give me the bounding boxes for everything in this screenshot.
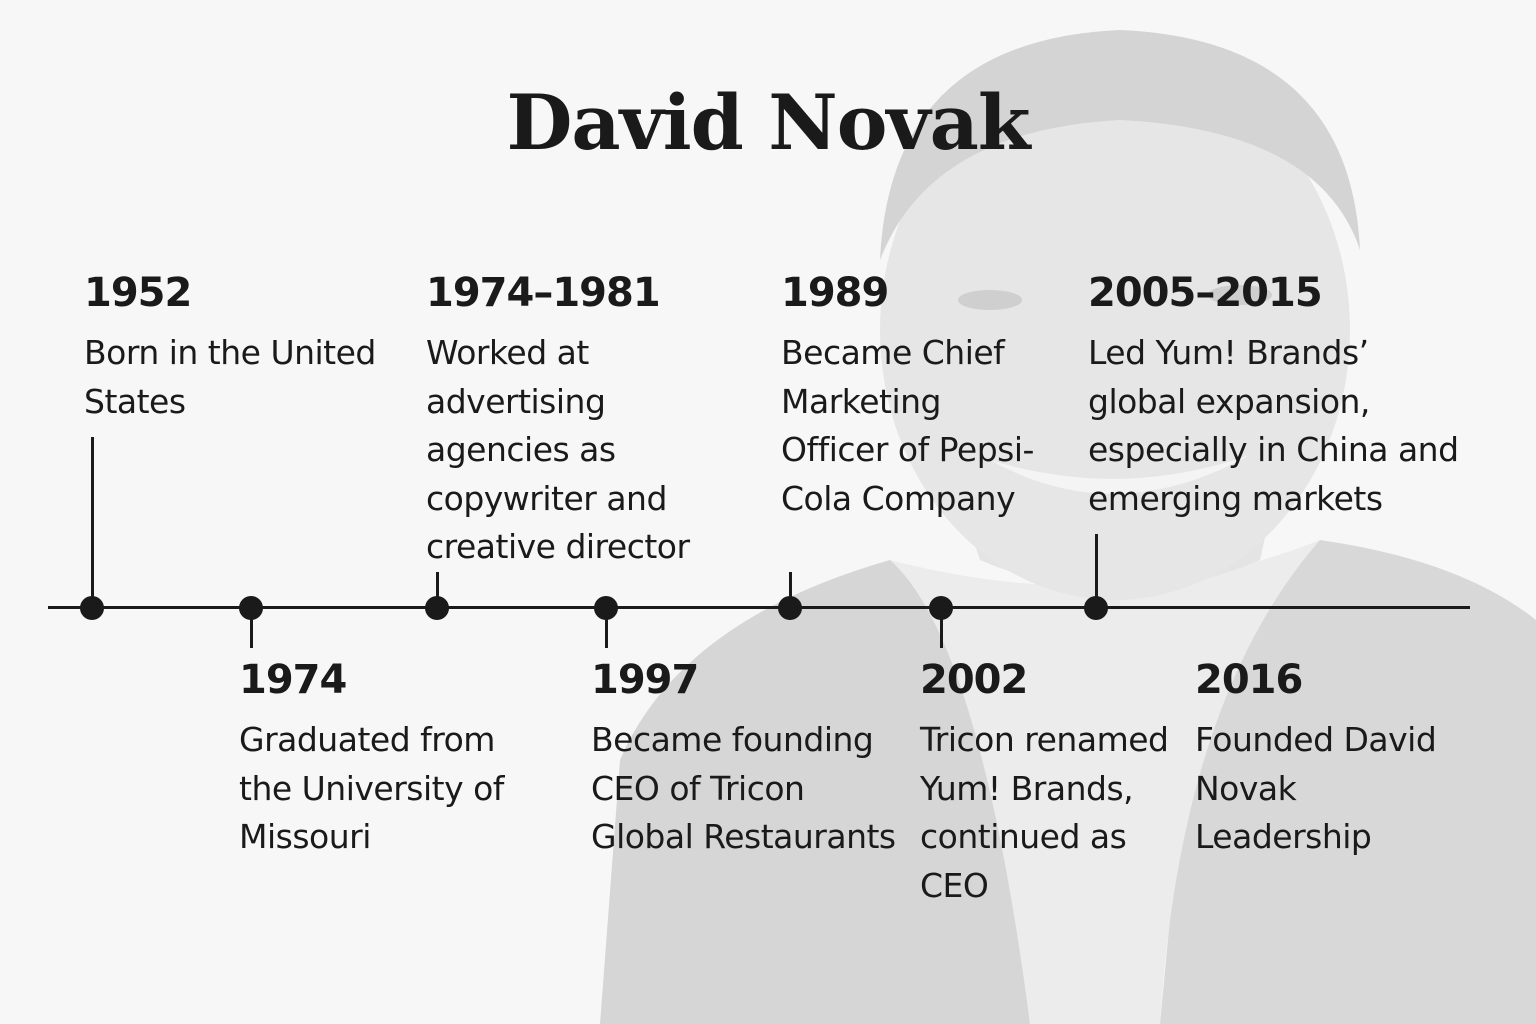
timeline-event-1974: 1974 Graduated from the University of Mi… bbox=[239, 658, 539, 862]
timeline-event-2005-2015: 2005–2015 Led Yum! Brands’ global expans… bbox=[1088, 271, 1468, 523]
timeline-marker bbox=[1084, 596, 1108, 620]
timeline-connector bbox=[605, 608, 608, 648]
timeline-connector bbox=[789, 572, 792, 607]
event-description: Became founding CEO of Tricon Global Res… bbox=[591, 720, 896, 856]
event-year: 1997 bbox=[591, 657, 699, 703]
event-description: Founded David Novak Leadership bbox=[1195, 720, 1437, 856]
event-description: Graduated from the University of Missour… bbox=[239, 720, 504, 856]
event-description: Born in the United States bbox=[84, 333, 376, 421]
event-year: 1974–1981 bbox=[426, 270, 661, 316]
timeline-event-2016: 2016 Founded David Novak Leadership bbox=[1195, 658, 1455, 862]
timeline-event-2002: 2002 Tricon renamed Yum! Brands, continu… bbox=[920, 658, 1185, 910]
event-year: 1974 bbox=[239, 657, 347, 703]
timeline-axis bbox=[48, 606, 1470, 609]
timeline-event-1989: 1989 Became Chief Marketing Officer of P… bbox=[781, 271, 1041, 523]
page-title: David Novak bbox=[506, 78, 1030, 167]
event-year: 2016 bbox=[1195, 657, 1303, 703]
timeline-marker bbox=[594, 596, 618, 620]
timeline-event-1997: 1997 Became founding CEO of Tricon Globa… bbox=[591, 658, 911, 862]
event-year: 2005–2015 bbox=[1088, 270, 1323, 316]
timeline-marker bbox=[929, 596, 953, 620]
timeline-marker bbox=[778, 596, 802, 620]
timeline-connector bbox=[250, 608, 253, 648]
timeline-marker bbox=[239, 596, 263, 620]
timeline-connector bbox=[1095, 534, 1098, 607]
timeline-connector bbox=[940, 608, 943, 648]
timeline-event-1952: 1952 Born in the United States bbox=[84, 271, 384, 426]
event-year: 1952 bbox=[84, 270, 192, 316]
background-portrait bbox=[600, 30, 1536, 1024]
timeline-marker bbox=[425, 596, 449, 620]
event-description: Became Chief Marketing Officer of Pepsi-… bbox=[781, 333, 1034, 518]
event-year: 2002 bbox=[920, 657, 1028, 703]
event-year: 1989 bbox=[781, 270, 889, 316]
event-description: Tricon renamed Yum! Brands, continued as… bbox=[920, 720, 1169, 905]
timeline-marker bbox=[80, 596, 104, 620]
timeline-event-1974-1981: 1974–1981 Worked at advertising agencies… bbox=[426, 271, 726, 572]
event-description: Led Yum! Brands’ global expansion, espec… bbox=[1088, 333, 1459, 518]
timeline-connector bbox=[436, 572, 439, 607]
timeline-connector bbox=[91, 437, 94, 607]
event-description: Worked at advertising agencies as copywr… bbox=[426, 333, 690, 566]
